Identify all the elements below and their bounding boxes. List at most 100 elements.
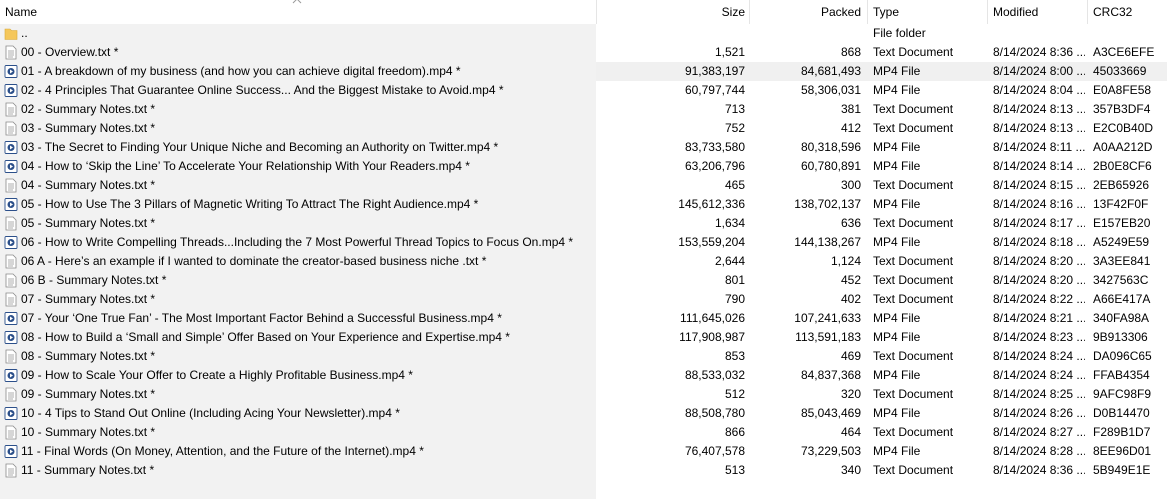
name-column-background (0, 24, 596, 499)
cell-modified: 8/14/2024 8:23 ... (993, 330, 1085, 344)
column-header-packed[interactable]: Packed (820, 5, 861, 19)
cell-name: 11 - Final Words (On Money, Attention, a… (21, 444, 424, 458)
cell-type: MP4 File (873, 140, 921, 154)
cell-type: MP4 File (873, 197, 921, 211)
cell-crc: 45033669 (1093, 64, 1147, 78)
cell-packed: 452 (840, 273, 861, 287)
table-row[interactable]: 07 - Summary Notes.txt * 790 402 Text Docum… (0, 290, 1167, 309)
cell-crc: 9AFC98F9 (1093, 387, 1152, 401)
table-row[interactable]: 09 - Summary Notes.txt * 512 320 Text Docum… (0, 385, 1167, 404)
text-file-icon (4, 102, 18, 117)
cell-modified: 8/14/2024 8:26 ... (993, 406, 1085, 420)
video-file-icon (4, 140, 18, 155)
cell-name: 10 - 4 Tips to Stand Out Online (Includi… (21, 406, 400, 420)
table-row[interactable]: 05 - How to Use The 3 Pillars of Magneti… (0, 195, 1167, 214)
video-file-icon (4, 64, 18, 79)
table-row[interactable]: 06 A - Here’s an example if I wanted to … (0, 252, 1167, 271)
cell-modified: 8/14/2024 8:22 ... (993, 292, 1085, 306)
column-header-name[interactable]: Name (5, 5, 38, 19)
table-row[interactable]: .. File folder (0, 24, 1167, 43)
cell-size: 91,383,197 (684, 64, 745, 78)
cell-modified: 8/14/2024 8:28 ... (993, 444, 1085, 458)
cell-packed: 340 (840, 463, 861, 477)
cell-type: Text Document (873, 273, 954, 287)
cell-type: MP4 File (873, 406, 921, 420)
cell-packed: 402 (840, 292, 861, 306)
cell-crc: 2B0E8CF6 (1093, 159, 1152, 173)
table-row[interactable]: 02 - 4 Principles That Guarantee Online … (0, 81, 1167, 100)
cell-type: Text Document (873, 349, 954, 363)
table-row[interactable]: 10 - 4 Tips to Stand Out Online (Includi… (0, 404, 1167, 423)
cell-modified: 8/14/2024 8:36 ... (993, 45, 1085, 59)
table-row[interactable]: 02 - Summary Notes.txt * 713 381 Text Docum… (0, 100, 1167, 119)
cell-packed: 58,306,031 (800, 83, 861, 97)
column-separator[interactable] (1087, 0, 1088, 24)
column-separator[interactable] (987, 0, 988, 24)
column-header-size[interactable]: Size (721, 5, 745, 19)
video-file-icon (4, 159, 18, 174)
cell-size: 60,797,744 (684, 83, 745, 97)
text-file-icon (4, 463, 18, 478)
cell-modified: 8/14/2024 8:14 ... (993, 159, 1085, 173)
cell-packed: 1,124 (830, 254, 861, 268)
table-row[interactable]: 11 - Final Words (On Money, Attention, a… (0, 442, 1167, 461)
table-row[interactable]: 00 - Overview.txt * 1,521 868 Text Document… (0, 43, 1167, 62)
text-file-icon (4, 45, 18, 60)
table-row[interactable]: 07 - Your ‘One True Fan’ - The Most Impo… (0, 309, 1167, 328)
column-header-modified[interactable]: Modified (993, 5, 1039, 19)
file-list: .. File folder 00 - Overview.txt * 1,521 868… (0, 24, 1167, 480)
table-row[interactable]: 01 - A breakdown of my business (and how… (0, 62, 1167, 81)
table-row[interactable]: 11 - Summary Notes.txt * 513 340 Text Docum… (0, 461, 1167, 480)
table-row[interactable]: 06 B - Summary Notes.txt * 801 452 Text Doc… (0, 271, 1167, 290)
cell-size: 1,634 (714, 216, 745, 230)
cell-crc: A5249E59 (1093, 235, 1150, 249)
cell-size: 1,521 (714, 45, 745, 59)
table-row[interactable]: 04 - How to ‘Skip the Line’ To Accelerat… (0, 157, 1167, 176)
cell-size (600, 24, 745, 43)
table-row[interactable]: 03 - Summary Notes.txt * 752 412 Text Docum… (0, 119, 1167, 138)
cell-packed: 381 (840, 102, 861, 116)
cell-type: Text Document (873, 216, 954, 230)
cell-name: 04 - How to ‘Skip the Line’ To Accelerat… (21, 159, 470, 173)
table-row[interactable]: 09 - How to Scale Your Offer to Create a… (0, 366, 1167, 385)
cell-packed: 107,241,633 (794, 311, 861, 325)
text-file-icon (4, 292, 18, 307)
table-row[interactable]: 05 - Summary Notes.txt * 1,634 636 Text Doc… (0, 214, 1167, 233)
table-row[interactable]: 08 - How to Build a ‘Small and Simple’ O… (0, 328, 1167, 347)
column-separator[interactable] (867, 0, 868, 24)
table-row[interactable]: 06 - How to Write Compelling Threads...I… (0, 233, 1167, 252)
column-separator[interactable] (596, 0, 597, 24)
cell-size: 83,733,580 (684, 140, 745, 154)
cell-name: 07 - Summary Notes.txt * (21, 292, 156, 306)
cell-packed: 80,318,596 (800, 140, 861, 154)
cell-crc: A0AA212D (1093, 140, 1153, 154)
cell-size: 111,645,026 (680, 311, 745, 325)
table-row[interactable]: 10 - Summary Notes.txt * 866 464 Text Docum… (0, 423, 1167, 442)
sort-ascending-icon (292, 0, 302, 4)
cell-modified: 8/14/2024 8:16 ... (993, 197, 1085, 211)
cell-size: 752 (724, 121, 745, 135)
cell-name: 01 - A breakdown of my business (and how… (21, 64, 461, 78)
column-header-type[interactable]: Type (873, 5, 900, 19)
cell-packed: 138,702,137 (794, 197, 861, 211)
cell-crc: 5B949E1E (1093, 463, 1151, 477)
cell-modified: 8/14/2024 8:13 ... (993, 102, 1085, 116)
column-header-crc[interactable]: CRC32 (1093, 5, 1133, 19)
video-file-icon (4, 83, 18, 98)
cell-type: MP4 File (873, 83, 921, 97)
cell-packed: 300 (840, 178, 861, 192)
cell-crc: DA096C65 (1093, 349, 1152, 363)
cell-crc: A66E417A (1093, 292, 1151, 306)
table-row[interactable]: 08 - Summary Notes.txt * 853 469 Text Docum… (0, 347, 1167, 366)
cell-crc: E157EB20 (1093, 216, 1151, 230)
cell-name: 06 B - Summary Notes.txt * (21, 273, 167, 287)
cell-packed: 113,591,183 (795, 330, 861, 344)
table-row[interactable]: 03 - The Secret to Finding Your Unique N… (0, 138, 1167, 157)
cell-name: 07 - Your ‘One True Fan’ - The Most Impo… (21, 311, 502, 325)
table-row[interactable]: 04 - Summary Notes.txt * 465 300 Text Docum… (0, 176, 1167, 195)
column-separator[interactable] (749, 0, 750, 24)
cell-type: MP4 File (873, 330, 921, 344)
folder-icon (4, 26, 18, 41)
cell-modified: 8/14/2024 8:00 ... (993, 64, 1085, 78)
cell-modified: 8/14/2024 8:36 ... (993, 463, 1085, 477)
